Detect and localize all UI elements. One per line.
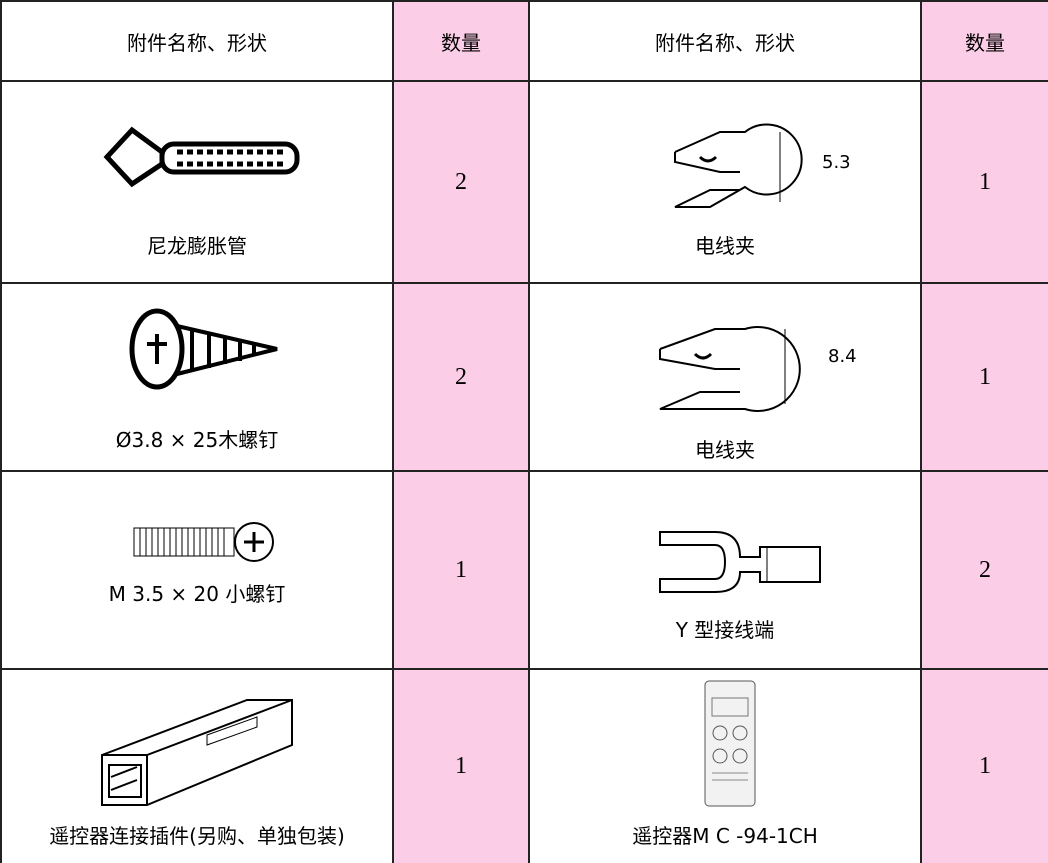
quantity: 2 — [922, 472, 1048, 670]
item-name: 遥控器M C -94-1CH — [632, 824, 818, 848]
machine-screw-icon — [133, 522, 274, 562]
quantity: 2 — [394, 284, 530, 472]
item-name: 电线夹 — [695, 438, 755, 462]
header-cell: 数量 — [922, 2, 1048, 82]
item-name: Y 型接线端 — [675, 618, 775, 642]
quantity: 1 — [922, 670, 1048, 863]
item-cell: 遥控器连接插件(另购、单独包装) — [2, 670, 394, 863]
dimension-label: 5.3 — [822, 152, 851, 173]
header-cell: 附件名称、形状 — [530, 2, 922, 82]
item-name: Ø3.8 × 25木螺钉 — [115, 428, 279, 452]
item-cell: 5.3 电线夹 — [530, 82, 922, 284]
item-name: 尼龙膨胀管 — [147, 234, 247, 258]
quantity: 1 — [922, 82, 1048, 284]
item-cell: M 3.5 × 20 小螺钉 — [2, 472, 394, 670]
item-name: M 3.5 × 20 小螺钉 — [108, 582, 286, 606]
item-cell: 尼龙膨胀管 — [2, 82, 394, 284]
item-name: 电线夹 — [695, 234, 755, 258]
anchor-icon — [103, 126, 300, 188]
y-terminal-icon — [659, 531, 821, 593]
item-cell: Y 型接线端 — [530, 472, 922, 670]
dimension-label: 8.4 — [828, 346, 857, 367]
remote-icon — [704, 680, 756, 807]
item-cell: 遥控器M C -94-1CH — [530, 670, 922, 863]
clip-icon — [674, 123, 803, 208]
header-cell: 数量 — [394, 2, 530, 82]
item-cell: 8.4 电线夹 — [530, 284, 922, 472]
quantity: 1 — [394, 670, 530, 863]
quantity: 1 — [922, 284, 1048, 472]
screw-icon — [129, 308, 278, 390]
quantity: 1 — [394, 472, 530, 670]
connector-icon — [101, 699, 293, 806]
clip-icon — [659, 326, 801, 412]
header-cell: 附件名称、形状 — [2, 2, 394, 82]
item-name: 遥控器连接插件(另购、单独包装) — [49, 824, 345, 848]
quantity: 2 — [394, 82, 530, 284]
item-cell: Ø3.8 × 25木螺钉 — [2, 284, 394, 472]
